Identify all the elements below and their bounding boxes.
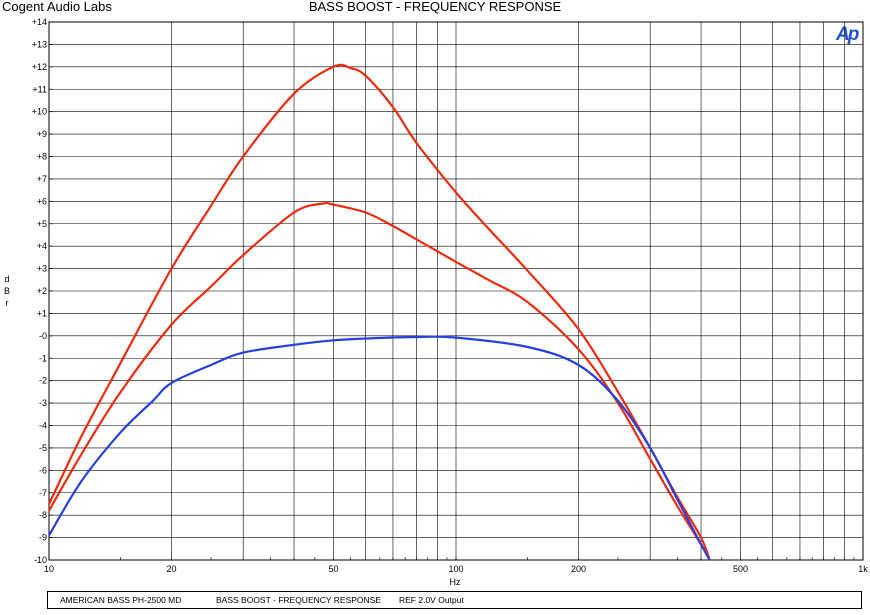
y-tick-label: -6	[39, 465, 47, 475]
y-tick-label: -10	[34, 555, 47, 565]
series-line-1	[48, 63, 711, 561]
series-line-3	[48, 335, 711, 561]
y-tick-label: +7	[37, 174, 47, 184]
x-tick-label: 10	[44, 564, 54, 574]
plot-frame	[48, 21, 864, 561]
y-tick-label: +4	[37, 241, 47, 251]
footer-reference: REF 2.0V Output	[399, 595, 464, 605]
x-tick-label: 200	[571, 564, 586, 574]
y-tick-label: -2	[39, 376, 47, 386]
x-axis-label: Hz	[449, 577, 461, 587]
series-lines	[48, 63, 711, 561]
y-tick-label: +14	[32, 17, 47, 27]
y-tick-label: -8	[39, 510, 47, 520]
brand-label: Cogent Audio Labs	[2, 0, 112, 14]
y-tick-label: +3	[37, 264, 47, 274]
y-tick-label: +13	[32, 39, 47, 49]
footer-measurement: BASS BOOST - FREQUENCY RESPONSE	[216, 595, 382, 605]
x-tick-label: 20	[167, 564, 177, 574]
y-tick-label: -4	[39, 421, 47, 431]
x-tick-label: 100	[448, 564, 463, 574]
footer-device: AMERICAN BASS PH-2500 MD	[60, 595, 182, 605]
y-tick-label: -1	[39, 353, 47, 363]
tick-labels: +14 +13 +12 +11 +10 +9 +8 +7 +6 +5 +4 +3 +2 +1 -0 -1 -2 -…	[32, 17, 869, 574]
y-tick-label: -5	[39, 443, 47, 453]
y-axis-label-r: r	[5, 298, 9, 308]
y-tick-label: -0	[39, 331, 47, 341]
chart-title: BASS BOOST - FREQUENCY RESPONSE	[308, 0, 562, 14]
y-axis-label-b: B	[3, 286, 10, 296]
y-tick-label: -9	[39, 533, 47, 543]
grid-lines	[48, 21, 864, 561]
y-tick-label: +10	[32, 107, 47, 117]
series-line-2	[48, 201, 711, 561]
footer-info-box: AMERICAN BASS PH-2500 MD BASS BOOST - FR…	[47, 591, 862, 609]
y-tick-label: -3	[39, 398, 47, 408]
y-tick-label: -7	[39, 488, 47, 498]
y-tick-label: +1	[37, 308, 47, 318]
y-tick-label: +9	[37, 129, 47, 139]
y-axis-label-d: d	[4, 274, 10, 284]
y-tick-label: +5	[37, 219, 47, 229]
y-tick-label: +8	[37, 152, 47, 162]
x-tick-label: 50	[328, 564, 338, 574]
x-tick-label: 500	[733, 564, 748, 574]
y-tick-label: +6	[37, 196, 47, 206]
y-tick-label: +11	[32, 84, 47, 94]
x-tick-label: 1k	[858, 564, 868, 574]
ap-logo: Ap	[836, 24, 859, 45]
y-tick-label: +2	[37, 286, 47, 296]
y-tick-label: +12	[32, 62, 47, 72]
